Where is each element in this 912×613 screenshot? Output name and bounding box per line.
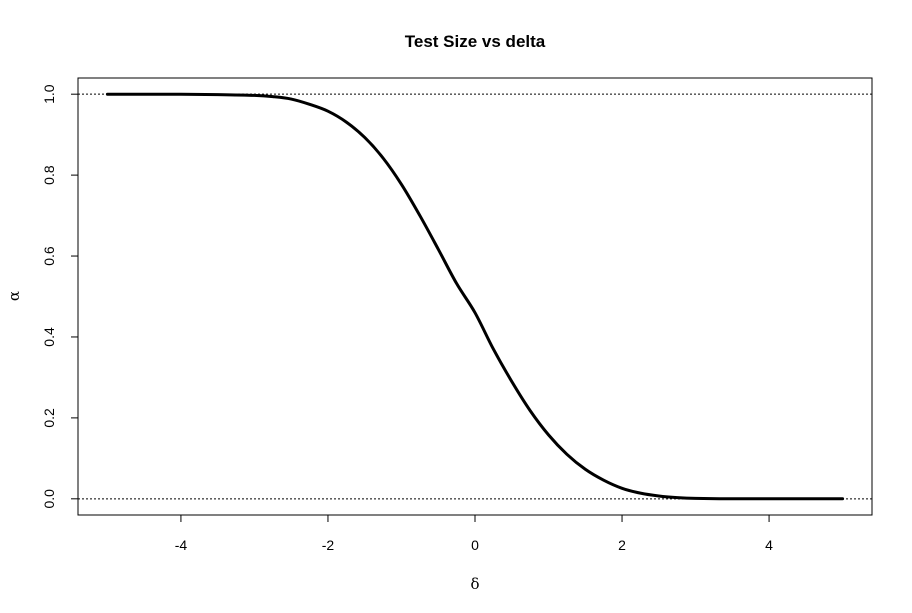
y-tick-label: 0.2 <box>41 408 57 428</box>
reference-lines <box>78 93 872 500</box>
y-tick-label: 1.0 <box>41 84 57 104</box>
y-tick-label: 0.0 <box>41 489 57 509</box>
series-layer <box>105 92 845 501</box>
x-tick-label: 4 <box>765 537 773 553</box>
y-axis: 0.0 0.2 0.4 0.6 0.8 1.0 <box>41 84 79 509</box>
series-line-0 <box>105 92 845 501</box>
y-tick-label: 0.8 <box>41 165 57 185</box>
x-axis-label: δ <box>470 575 479 593</box>
y-axis-label: α <box>5 291 23 301</box>
x-tick-label: 2 <box>618 537 626 553</box>
x-axis: -4 -2 0 2 4 <box>175 514 773 553</box>
y-tick-label: 0.6 <box>41 246 57 266</box>
x-tick-label: -4 <box>175 537 188 553</box>
x-tick-label: -2 <box>322 537 335 553</box>
x-tick-label: 0 <box>471 537 479 553</box>
y-tick-label: 0.4 <box>41 327 57 347</box>
plot-area-frame <box>77 77 873 516</box>
chart-title: Test Size vs delta <box>405 32 546 51</box>
